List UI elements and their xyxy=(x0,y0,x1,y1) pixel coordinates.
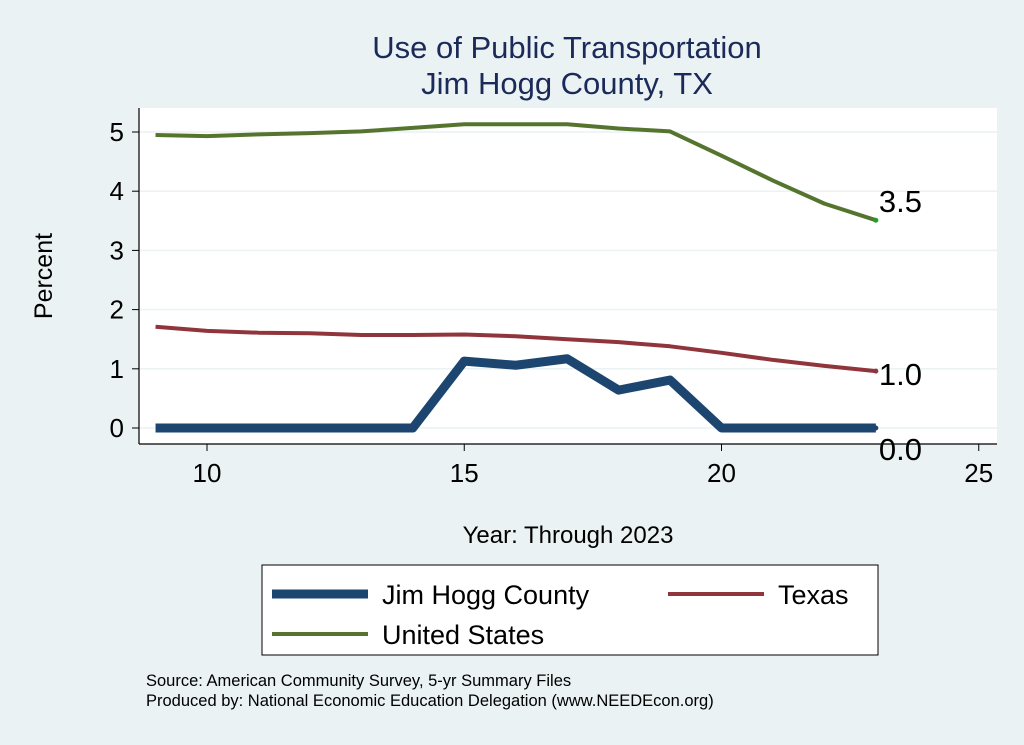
chart-subtitle: Jim Hogg County, TX xyxy=(421,66,713,101)
series-line-united-states xyxy=(155,122,877,223)
legend-label: Texas xyxy=(778,580,849,610)
end-point xyxy=(873,425,879,431)
end-point xyxy=(873,368,879,374)
legend-label: United States xyxy=(382,620,544,650)
legend-label: Jim Hogg County xyxy=(382,580,590,610)
y-tick-label: 2 xyxy=(110,295,124,325)
source-note: Source: American Community Survey, 5-yr … xyxy=(146,672,572,690)
end-label: 1.0 xyxy=(879,357,922,392)
end-label: 3.5 xyxy=(879,184,922,219)
y-tick-label: 0 xyxy=(110,413,124,443)
x-tick-label: 20 xyxy=(707,458,736,488)
series-line-jim-hogg-county xyxy=(155,354,876,433)
produced-note: Produced by: National Economic Education… xyxy=(146,692,714,710)
x-tick-label: 25 xyxy=(964,458,993,488)
end-label: 0.0 xyxy=(879,432,922,467)
legend xyxy=(261,564,879,656)
chart-title: Use of Public Transportation xyxy=(372,30,762,65)
plot-background xyxy=(139,108,997,444)
y-tick-label: 1 xyxy=(110,354,124,384)
x-axis-label: Year: Through 2023 xyxy=(463,522,674,549)
end-point xyxy=(873,217,879,223)
series-line-texas xyxy=(155,324,877,374)
x-tick-label: 10 xyxy=(193,458,222,488)
y-axis-label: Percent xyxy=(30,233,58,319)
x-tick-label: 15 xyxy=(450,458,479,488)
y-tick-label: 5 xyxy=(110,117,124,147)
y-tick-label: 4 xyxy=(110,176,124,206)
y-tick-label: 3 xyxy=(110,235,124,265)
